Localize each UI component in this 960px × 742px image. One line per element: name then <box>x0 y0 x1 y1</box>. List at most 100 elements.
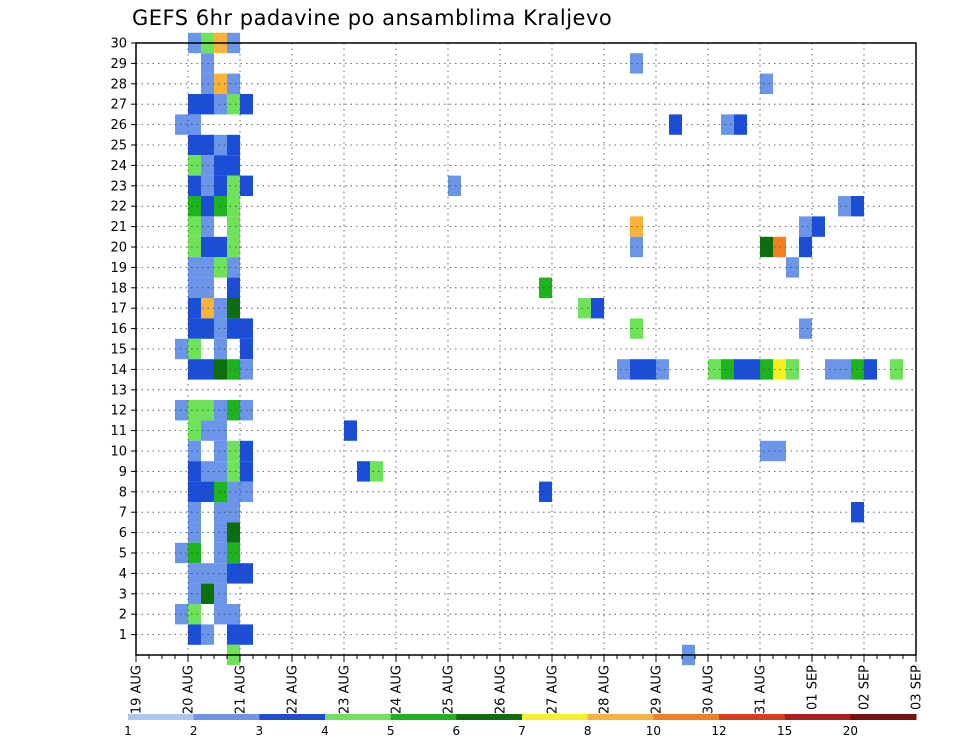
heatmap-cell <box>188 114 201 135</box>
x-tick-label: 23 AUG <box>338 665 353 714</box>
heatmap-cell <box>188 624 201 645</box>
y-tick-label: 9 <box>119 465 127 480</box>
heatmap-cell <box>448 175 461 196</box>
colorbar-swatch <box>522 714 589 720</box>
heatmap-cell <box>734 114 747 135</box>
heatmap-cell <box>227 522 240 543</box>
heatmap-cell <box>214 318 227 339</box>
x-tick-label: 22 AUG <box>286 665 301 714</box>
y-tick-label: 3 <box>119 587 127 602</box>
x-tick-label: 24 AUG <box>390 665 405 714</box>
y-tick-label: 16 <box>110 322 127 337</box>
heatmap-cell <box>838 359 851 380</box>
heatmap-cell <box>227 155 240 176</box>
colorbar-label: 15 <box>777 724 792 738</box>
heatmap-cell <box>188 155 201 176</box>
heatmap-cell <box>227 400 240 421</box>
y-tick-label: 5 <box>119 547 127 562</box>
heatmap-cell <box>227 94 240 115</box>
y-tick-label: 15 <box>110 343 127 358</box>
colorbar-label: 1 <box>124 724 132 738</box>
y-tick-label: 11 <box>110 424 127 439</box>
heatmap-cell <box>760 440 773 462</box>
colorbar-label: 5 <box>387 724 395 738</box>
heatmap-cell <box>227 624 240 645</box>
heatmap-cell <box>188 604 201 625</box>
colorbar-swatch <box>390 714 457 720</box>
y-tick-label: 22 <box>110 200 127 215</box>
heatmap-cell <box>188 134 201 156</box>
heatmap-cell <box>357 461 370 482</box>
heatmap-cell <box>214 73 227 94</box>
heatmap-cell <box>214 502 227 523</box>
heatmap-cell <box>214 461 227 482</box>
heatmap-cell <box>188 318 201 339</box>
colorbar-label: 4 <box>321 724 329 738</box>
heatmap-cell <box>760 73 773 94</box>
heatmap-cell <box>188 522 201 543</box>
heatmap-cell <box>227 440 240 462</box>
heatmap-cell <box>188 216 201 237</box>
y-tick-label: 20 <box>110 241 127 256</box>
colorbar-swatch <box>784 714 851 720</box>
heatmap-cell <box>188 236 201 258</box>
heatmap-cell <box>188 542 201 564</box>
x-tick-label: 20 AUG <box>182 665 197 714</box>
heatmap-cell <box>227 563 240 584</box>
y-tick-label: 30 <box>110 37 127 52</box>
x-tick-label: 19 AUG <box>130 665 145 714</box>
x-tick-label: 28 AUG <box>598 665 613 714</box>
colorbar-swatch <box>719 714 786 720</box>
x-tick-label: 26 AUG <box>494 665 509 714</box>
x-tick-label: 30 AUG <box>702 665 717 714</box>
heatmap-cell <box>786 359 799 380</box>
heatmap-cell <box>617 359 630 380</box>
heatmap-cell <box>188 175 201 196</box>
x-tick-label: 29 AUG <box>650 665 665 714</box>
heatmap-cell <box>227 196 240 217</box>
colorbar-swatch <box>259 714 326 720</box>
x-tick-label: 01 SEP <box>806 665 821 710</box>
y-axis: 1234567891011121314151617181920212223242… <box>110 37 136 643</box>
heatmap-cell <box>214 298 227 319</box>
y-tick-label: 19 <box>110 261 127 276</box>
heatmap-cell <box>227 216 240 237</box>
y-tick-label: 13 <box>110 383 127 398</box>
heatmap-cell <box>214 338 227 360</box>
heatmap-cell <box>188 359 201 380</box>
heatmap-cell <box>227 461 240 482</box>
heatmap-cell <box>188 338 201 360</box>
colorbar-swatch <box>193 714 260 720</box>
y-tick-label: 7 <box>119 506 127 521</box>
heatmap-cell <box>214 155 227 176</box>
heatmap-cell <box>214 420 227 441</box>
y-tick-label: 23 <box>110 179 127 194</box>
heatmap-cell <box>227 318 240 339</box>
heatmap-cell <box>214 134 227 156</box>
y-tick-label: 29 <box>110 57 127 72</box>
heatmap-cell <box>214 236 227 258</box>
y-tick-label: 24 <box>110 159 127 174</box>
x-axis: 19 AUG 20 AUG 21 AUG 22 AUG 23 AUG 24 AUG 25 A… <box>130 655 925 714</box>
colorbar-label: 3 <box>256 724 264 738</box>
heatmap-cell <box>643 359 656 380</box>
heatmap-cell <box>721 359 734 380</box>
colorbar: 1 2 3 4 5 6 7 8 10 12 15 20 <box>124 714 917 738</box>
heatmap-cell <box>188 583 201 604</box>
heatmap-cell <box>214 563 227 584</box>
colorbar-label: 12 <box>711 724 726 738</box>
y-tick-label: 26 <box>110 118 127 133</box>
y-tick-label: 8 <box>119 485 127 500</box>
y-tick-label: 4 <box>119 567 127 582</box>
y-tick-label: 18 <box>110 281 127 296</box>
heatmap-cell <box>188 277 201 298</box>
heatmap-cell <box>188 563 201 584</box>
heatmap-cell <box>227 134 240 156</box>
heatmap-cell <box>188 94 201 115</box>
y-tick-label: 1 <box>119 628 127 643</box>
heatmap-cell <box>214 522 227 543</box>
heatmap-cell <box>227 542 240 564</box>
colorbar-swatch <box>653 714 720 720</box>
x-tick-label: 25 AUG <box>442 665 457 714</box>
x-tick-label: 03 SEP <box>910 665 925 710</box>
